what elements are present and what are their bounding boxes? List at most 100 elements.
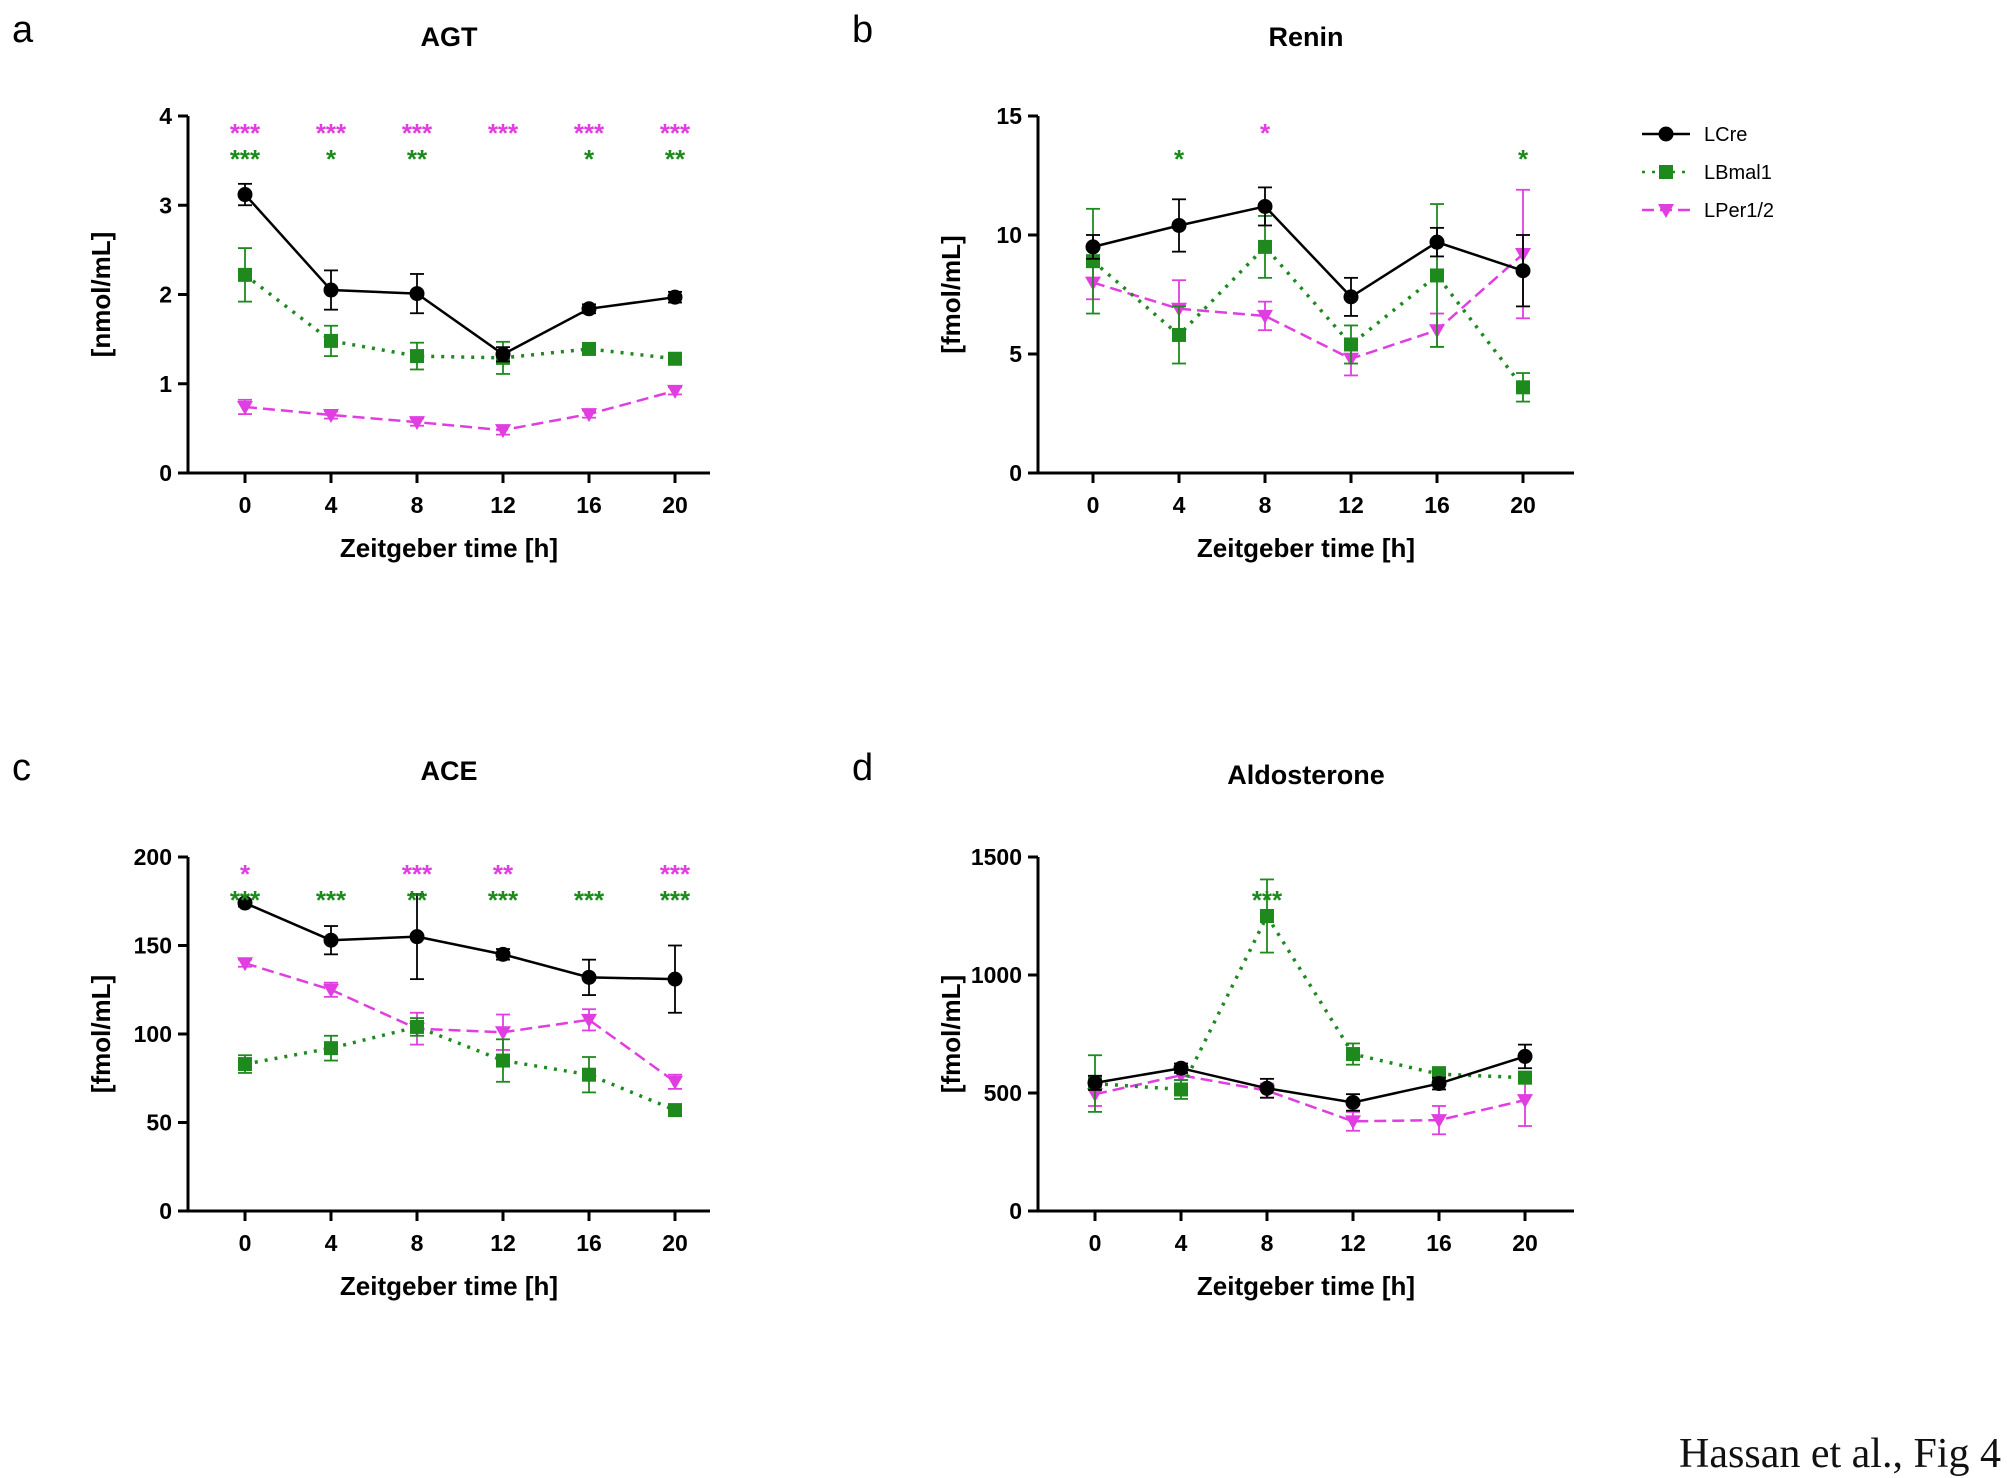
significance-label: ***	[488, 118, 519, 148]
data-point	[323, 282, 339, 298]
data-point	[1431, 1114, 1447, 1129]
data-point	[409, 929, 425, 945]
x-tick-label: 4	[325, 492, 338, 518]
series-line	[244, 389, 676, 432]
y-tick-label: 50	[146, 1110, 172, 1136]
data-point	[1431, 1076, 1447, 1092]
legend-label: LBmal1	[1704, 162, 1772, 184]
series-lper12	[1085, 188, 1531, 377]
data-point	[237, 400, 253, 415]
y-tick-label: 1500	[971, 844, 1022, 870]
data-point	[1257, 198, 1273, 214]
y-tick-label: 10	[996, 222, 1022, 248]
data-point	[496, 1053, 510, 1068]
y-tick-label: 4	[159, 103, 172, 129]
data-point	[1344, 337, 1358, 352]
series-line	[244, 901, 676, 981]
x-tick-label: 16	[1426, 1230, 1452, 1256]
series-lbmal1	[1086, 203, 1530, 403]
data-point	[1172, 327, 1186, 342]
data-point	[324, 333, 338, 348]
x-axis-label: Zeitgeber time [h]	[340, 1271, 558, 1301]
y-tick-label: 1	[159, 371, 172, 397]
x-tick-label: 20	[662, 492, 688, 518]
data-point	[1517, 1048, 1533, 1064]
figure-caption: Hassan et al., Fig 4	[1679, 1431, 2001, 1477]
y-tick-label: 0	[1009, 1198, 1022, 1224]
data-point	[1517, 1094, 1533, 1109]
x-tick-label: 12	[490, 492, 516, 518]
series-lbmal1	[1088, 878, 1532, 1113]
data-point	[323, 983, 339, 998]
x-tick-label: 12	[490, 1230, 516, 1256]
x-tick-label: 20	[662, 1230, 688, 1256]
series-line	[244, 1025, 676, 1112]
data-point	[495, 1026, 511, 1041]
data-point	[667, 289, 683, 305]
data-point	[323, 408, 339, 423]
significance-label: ***	[316, 118, 347, 148]
y-tick-label: 1000	[971, 962, 1022, 988]
data-point	[237, 957, 253, 972]
x-tick-label: 20	[1510, 492, 1536, 518]
significance-label: ***	[402, 118, 433, 148]
data-point	[1430, 268, 1444, 283]
data-point	[1171, 217, 1187, 233]
legend-entry: LPer1/2	[1642, 200, 1774, 222]
significance-label: ***	[316, 885, 347, 915]
data-point	[1258, 239, 1272, 254]
data-point	[581, 969, 597, 985]
x-tick-label: 12	[1338, 492, 1364, 518]
significance-label: ***	[230, 118, 261, 148]
data-point	[581, 408, 597, 423]
x-tick-label: 8	[411, 492, 424, 518]
legend-marker	[1658, 204, 1674, 218]
y-axis-label: [fmol/mL]	[936, 235, 966, 353]
x-tick-label: 8	[1261, 1230, 1274, 1256]
data-point	[581, 301, 597, 317]
data-point	[1345, 1094, 1361, 1110]
significance-label: **	[407, 885, 428, 915]
significance-label: ***	[574, 885, 605, 915]
data-point	[409, 286, 425, 302]
significance-label: ***	[660, 885, 691, 915]
y-axis-label: [nmol/mL]	[86, 232, 116, 358]
series-line	[1092, 205, 1524, 299]
data-point	[667, 1075, 683, 1090]
significance-label: ***	[660, 118, 691, 148]
series-lper12	[237, 384, 683, 439]
significance-label: ***	[660, 859, 691, 889]
significance-label: *	[240, 859, 251, 889]
y-axis-label: [fmol/mL]	[86, 975, 116, 1093]
data-point	[409, 416, 425, 431]
x-tick-label: 16	[576, 1230, 602, 1256]
data-point	[495, 946, 511, 962]
data-point	[238, 1057, 252, 1072]
data-point	[1260, 909, 1274, 923]
series-line	[244, 193, 676, 356]
data-point	[323, 932, 339, 948]
significance-label: *	[584, 144, 595, 174]
data-point	[237, 187, 253, 203]
data-point	[1257, 309, 1273, 324]
data-point	[1085, 239, 1101, 255]
y-tick-label: 150	[134, 933, 172, 959]
data-point	[667, 384, 683, 399]
data-point	[324, 1041, 338, 1056]
significance-label: **	[493, 859, 514, 889]
panel-b: b Renin 0 5 10 15 0 4 8 12 16 20 Zeitgeber time [h] […	[852, 9, 1574, 563]
x-tick-label: 4	[1175, 1230, 1188, 1256]
significance-label: ***	[230, 144, 261, 174]
series-lcre	[1085, 186, 1531, 317]
y-axis-label: [fmol/mL]	[936, 975, 966, 1093]
x-tick-label: 0	[239, 492, 252, 518]
y-tick-label: 15	[996, 103, 1022, 129]
data-point	[1343, 289, 1359, 305]
data-point	[1086, 254, 1100, 269]
x-axis-label: Zeitgeber time [h]	[1197, 533, 1415, 563]
x-tick-label: 4	[325, 1230, 338, 1256]
data-point	[667, 971, 683, 987]
y-tick-label: 0	[1009, 460, 1022, 486]
